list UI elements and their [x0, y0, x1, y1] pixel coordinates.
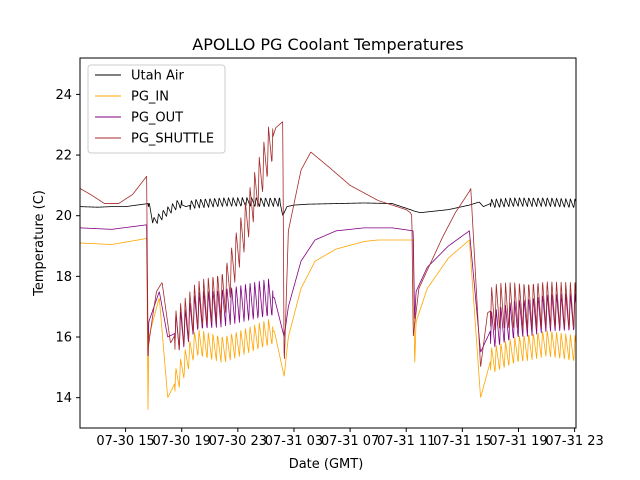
- x-tick-label: 07-31 19: [489, 434, 547, 449]
- legend-label: PG_SHUTTLE: [131, 132, 214, 147]
- y-tick-label: 16: [55, 331, 72, 346]
- y-tick-label: 14: [55, 391, 72, 406]
- series-line-pg-in: [80, 238, 576, 410]
- series-line-pg-out: [80, 224, 576, 356]
- x-tick-label: 07-31 11: [377, 434, 435, 449]
- plot-area-frame: [79, 57, 577, 429]
- x-tick-label: 07-31 03: [265, 434, 323, 449]
- x-axis-label: Date (GMT): [289, 457, 364, 472]
- series-line-utah air: [80, 197, 576, 224]
- y-tick-label: 22: [55, 149, 72, 164]
- legend-label: Utah Air: [131, 69, 184, 84]
- y-axis: 14 16 18 20 22 24: [55, 88, 80, 406]
- y-tick-label: 24: [55, 88, 72, 103]
- series-layer: [80, 121, 576, 410]
- x-tick-label: 07-31 07: [321, 434, 379, 449]
- legend-label: PG_OUT: [131, 111, 183, 126]
- x-tick-label: 07-30 15: [96, 434, 154, 449]
- legend-label: PG_IN: [131, 90, 169, 105]
- x-tick-label: 07-30 23: [209, 434, 267, 449]
- legend-box: [87, 64, 226, 154]
- legend: Utah Air PG_IN PG_OUT PG_SHUTTLE: [87, 64, 226, 154]
- y-tick-label: 18: [55, 270, 72, 285]
- chart-title: APOLLO PG Coolant Temperatures: [192, 35, 463, 54]
- x-tick-label: 07-30 19: [152, 434, 210, 449]
- y-tick-label: 20: [55, 209, 72, 224]
- series-line-pg-shuttle: [80, 121, 576, 367]
- x-tick-label: 07-31 15: [433, 434, 491, 449]
- y-axis-label: Temperature (C): [32, 190, 47, 297]
- x-tick-label: 07-31 23: [545, 434, 603, 449]
